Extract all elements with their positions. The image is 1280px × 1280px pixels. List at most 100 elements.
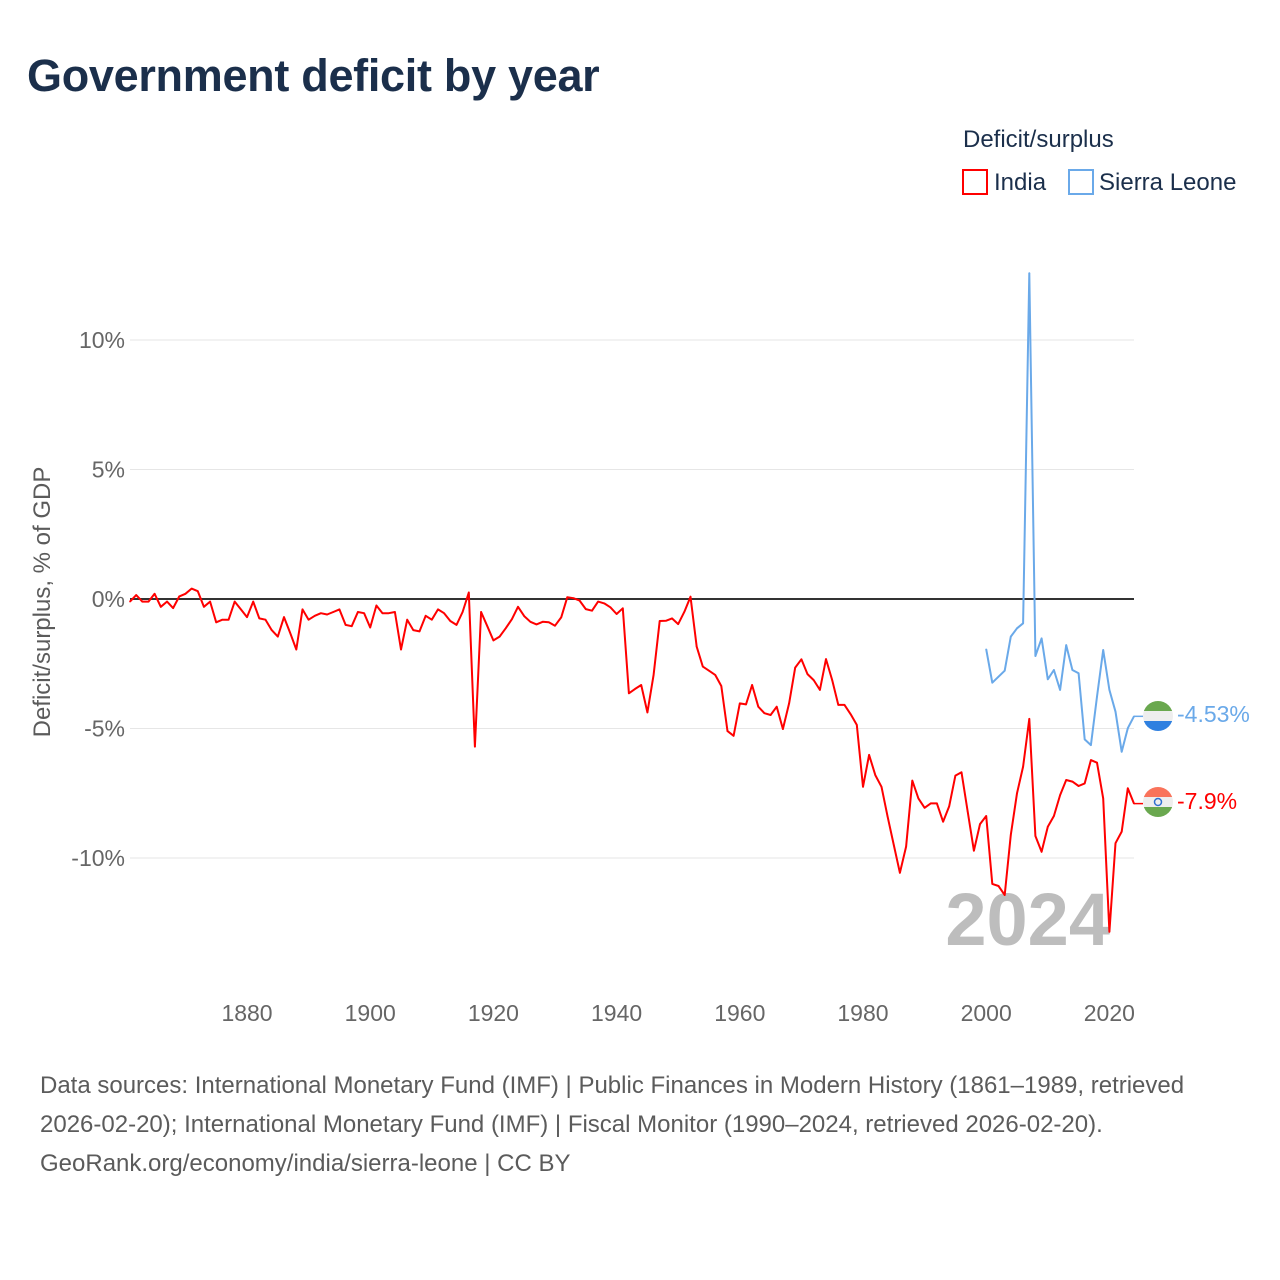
data-point — [954, 774, 957, 777]
x-axis-ticks: 1880 1900 1920 1940 1960 1980 2000 2020 — [221, 1000, 1135, 1026]
data-point — [1016, 792, 1018, 795]
data-point — [966, 810, 969, 813]
y-tick-label: -5% — [84, 716, 125, 742]
data-point — [381, 612, 384, 615]
legend-item-sierra-leone[interactable]: Sierra Leone — [1068, 169, 1236, 196]
data-point — [1083, 738, 1086, 741]
data-point — [1090, 759, 1092, 761]
data-point — [1046, 825, 1049, 828]
data-point — [196, 590, 199, 593]
data-point — [554, 624, 556, 627]
data-point — [936, 802, 938, 805]
data-point — [979, 823, 981, 825]
data-point — [985, 815, 987, 817]
data-point — [270, 629, 273, 631]
data-point — [997, 675, 1000, 678]
data-point — [215, 621, 218, 624]
legend-item-india[interactable]: India — [962, 169, 1047, 196]
data-point — [141, 600, 144, 603]
data-point — [591, 609, 593, 612]
data-point — [172, 607, 174, 609]
data-point — [1003, 894, 1006, 896]
data-point — [246, 616, 248, 618]
data-point — [264, 618, 267, 621]
data-point — [819, 689, 821, 691]
data-point — [178, 595, 181, 598]
data-point — [788, 702, 790, 705]
data-point — [289, 631, 291, 634]
data-point — [782, 728, 784, 730]
data-point — [745, 703, 747, 706]
data-point — [1083, 782, 1086, 785]
data-point — [467, 591, 470, 594]
data-point — [560, 616, 562, 619]
legend-title: Deficit/surplus — [963, 126, 1114, 153]
data-point — [461, 611, 464, 613]
data-point — [1114, 710, 1117, 713]
data-point — [917, 797, 920, 800]
page-title: Government deficit by year — [27, 50, 600, 101]
data-point — [326, 613, 328, 616]
data-point — [498, 635, 501, 638]
data-point — [720, 685, 723, 687]
data-point — [480, 611, 482, 613]
data-point — [880, 785, 883, 788]
data-point — [283, 616, 285, 618]
data-point — [135, 594, 137, 596]
data-point — [1127, 727, 1129, 730]
data-point — [572, 597, 575, 600]
data-point — [233, 600, 236, 603]
data-point — [1071, 669, 1074, 671]
data-point — [960, 771, 963, 774]
data-point — [671, 617, 673, 620]
legend-label-sierra-leone: Sierra Leone — [1099, 169, 1236, 196]
data-point — [153, 593, 156, 595]
data-point — [751, 684, 753, 686]
y-tick-label: -10% — [71, 845, 125, 871]
data-point — [357, 611, 359, 613]
data-point — [1040, 637, 1043, 640]
data-point — [1059, 689, 1061, 691]
data-point — [1022, 622, 1024, 625]
data-point — [991, 681, 994, 684]
data-point — [874, 774, 877, 776]
credit-link[interactable]: GeoRank.org/economy/india/sierra-leone |… — [40, 1150, 571, 1177]
data-point — [221, 618, 224, 621]
data-point — [1022, 765, 1024, 768]
data-point — [658, 620, 661, 622]
data-point — [387, 612, 390, 615]
sierra-leone-end-label: -4.53% — [1177, 701, 1250, 727]
data-point — [332, 611, 335, 613]
data-point — [166, 600, 168, 603]
data-point — [1016, 627, 1018, 630]
data-point — [1071, 780, 1074, 783]
data-point — [1010, 834, 1012, 836]
data-point — [1010, 635, 1012, 638]
data-point — [911, 779, 914, 782]
data-point — [443, 612, 445, 615]
data-point — [307, 618, 310, 621]
data-point — [578, 599, 581, 602]
data-point — [369, 626, 372, 629]
data-point — [523, 615, 526, 617]
data-point — [991, 883, 994, 885]
data-point — [1120, 830, 1123, 833]
data-point — [190, 587, 193, 590]
data-point — [486, 625, 489, 627]
line-chart: 10% 5% 0% -5% -10% 1880 1900 1920 1940 1960 1980 2… — [29, 126, 1250, 1026]
data-point — [1046, 678, 1049, 681]
data-point — [159, 605, 162, 608]
data-point — [609, 606, 612, 609]
x-tick-label: 2000 — [961, 1000, 1012, 1026]
data-point — [474, 745, 476, 748]
data-point — [634, 688, 636, 690]
x-tick-label: 1940 — [591, 1000, 642, 1026]
data-point — [1040, 850, 1043, 853]
x-tick-label: 1960 — [714, 1000, 765, 1026]
data-point — [843, 704, 846, 706]
data-point — [492, 639, 495, 642]
y-axis-label: Deficit/surplus, % of GDP — [29, 467, 56, 738]
data-point — [240, 608, 242, 611]
data-point — [344, 624, 347, 626]
data-point — [338, 608, 341, 611]
